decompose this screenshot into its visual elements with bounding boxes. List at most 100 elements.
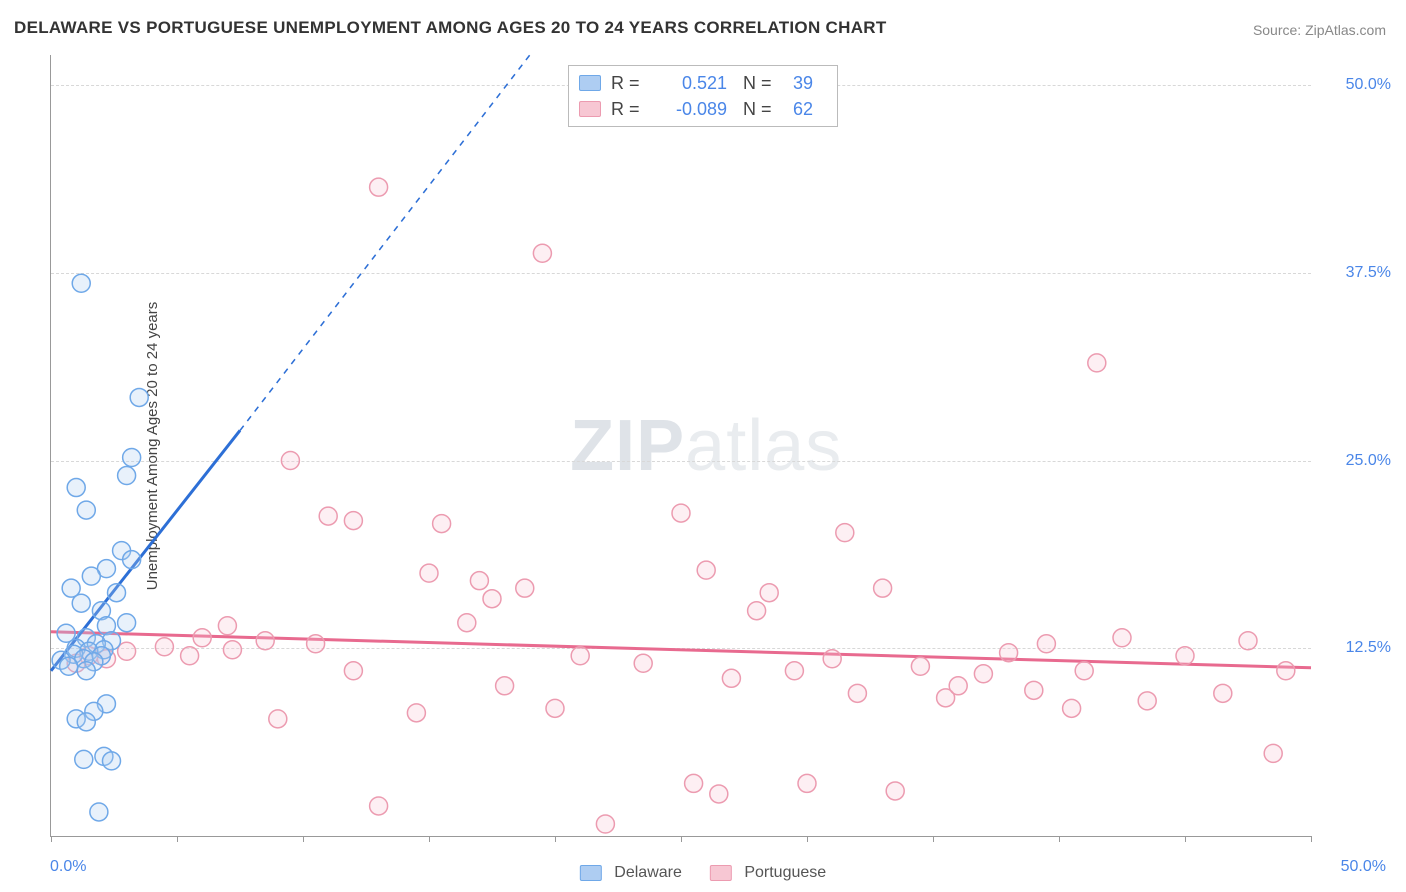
n-label: N =: [743, 96, 783, 122]
y-tick-label: 25.0%: [1321, 452, 1391, 470]
data-point: [1113, 629, 1131, 647]
legend-item-portuguese: Portuguese: [710, 864, 826, 882]
data-point: [533, 244, 551, 262]
x-tick: [1311, 836, 1312, 842]
legend-row-delaware: R = 0.521 N = 39: [579, 70, 827, 96]
data-point: [760, 584, 778, 602]
data-point: [722, 669, 740, 687]
data-point: [155, 638, 173, 656]
data-point: [118, 614, 136, 632]
data-point: [1176, 647, 1194, 665]
data-point: [974, 665, 992, 683]
legend-swatch-delaware: [579, 75, 601, 91]
data-point: [218, 617, 236, 635]
data-point: [496, 677, 514, 695]
data-point: [1277, 662, 1295, 680]
data-point: [60, 657, 78, 675]
x-tick: [177, 836, 178, 842]
x-tick: [1185, 836, 1186, 842]
trend-line: [240, 55, 530, 430]
data-point: [193, 629, 211, 647]
correlation-legend: R = 0.521 N = 39 R = -0.089 N = 62: [568, 65, 838, 127]
data-point: [108, 584, 126, 602]
legend-row-portuguese: R = -0.089 N = 62: [579, 96, 827, 122]
r-value-delaware: 0.521: [657, 70, 727, 96]
source-attribution: Source: ZipAtlas.com: [1253, 22, 1386, 38]
data-point: [77, 713, 95, 731]
x-tick: [1059, 836, 1060, 842]
y-tick-label: 50.0%: [1321, 76, 1391, 94]
data-point: [748, 602, 766, 620]
data-point: [836, 524, 854, 542]
legend-label-delaware: Delaware: [614, 864, 682, 881]
data-point: [130, 388, 148, 406]
legend-swatch-delaware-icon: [580, 865, 602, 881]
x-tick: [51, 836, 52, 842]
data-point: [886, 782, 904, 800]
x-axis-min-label: 0.0%: [50, 858, 86, 876]
legend-label-portuguese: Portuguese: [744, 864, 826, 881]
x-axis-max-label: 50.0%: [1341, 858, 1386, 876]
r-label: R =: [611, 96, 647, 122]
data-point: [571, 647, 589, 665]
x-tick: [555, 836, 556, 842]
data-point: [785, 662, 803, 680]
data-point: [634, 654, 652, 672]
data-point: [1264, 744, 1282, 762]
data-point: [344, 512, 362, 530]
data-point: [1037, 635, 1055, 653]
n-value-portuguese: 62: [793, 96, 827, 122]
source-label: Source:: [1253, 22, 1301, 38]
data-point: [1088, 354, 1106, 372]
legend-swatch-portuguese: [579, 101, 601, 117]
series-legend: Delaware Portuguese: [580, 864, 826, 882]
data-point: [470, 572, 488, 590]
data-point: [1138, 692, 1156, 710]
data-point: [118, 642, 136, 660]
r-value-portuguese: -0.089: [657, 96, 727, 122]
data-point: [75, 750, 93, 768]
data-point: [72, 274, 90, 292]
n-label: N =: [743, 70, 783, 96]
data-point: [420, 564, 438, 582]
data-point: [1063, 699, 1081, 717]
data-point: [370, 797, 388, 815]
plot-area: ZIPatlas 12.5%25.0%37.5%50.0%: [50, 55, 1311, 837]
x-tick: [807, 836, 808, 842]
data-point: [1025, 681, 1043, 699]
data-point: [307, 635, 325, 653]
data-point: [672, 504, 690, 522]
data-point: [72, 594, 90, 612]
chart-title: DELAWARE VS PORTUGUESE UNEMPLOYMENT AMON…: [14, 18, 887, 38]
data-point: [77, 501, 95, 519]
data-point: [823, 650, 841, 668]
n-value-delaware: 39: [793, 70, 827, 96]
data-point: [1000, 644, 1018, 662]
source-name: ZipAtlas.com: [1305, 22, 1386, 38]
data-point: [848, 684, 866, 702]
data-point: [123, 551, 141, 569]
data-point: [546, 699, 564, 717]
data-point: [269, 710, 287, 728]
data-point: [223, 641, 241, 659]
r-label: R =: [611, 70, 647, 96]
data-point: [344, 662, 362, 680]
data-point: [798, 774, 816, 792]
data-point: [118, 467, 136, 485]
data-point: [874, 579, 892, 597]
data-point: [407, 704, 425, 722]
x-tick: [429, 836, 430, 842]
data-point: [1239, 632, 1257, 650]
y-tick-label: 37.5%: [1321, 264, 1391, 282]
data-point: [77, 662, 95, 680]
scatter-plot-svg: [51, 55, 1311, 836]
legend-item-delaware: Delaware: [580, 864, 682, 882]
chart-container: DELAWARE VS PORTUGUESE UNEMPLOYMENT AMON…: [0, 0, 1406, 892]
data-point: [949, 677, 967, 695]
data-point: [685, 774, 703, 792]
data-point: [458, 614, 476, 632]
x-tick: [681, 836, 682, 842]
data-point: [90, 803, 108, 821]
data-point: [123, 449, 141, 467]
data-point: [433, 515, 451, 533]
